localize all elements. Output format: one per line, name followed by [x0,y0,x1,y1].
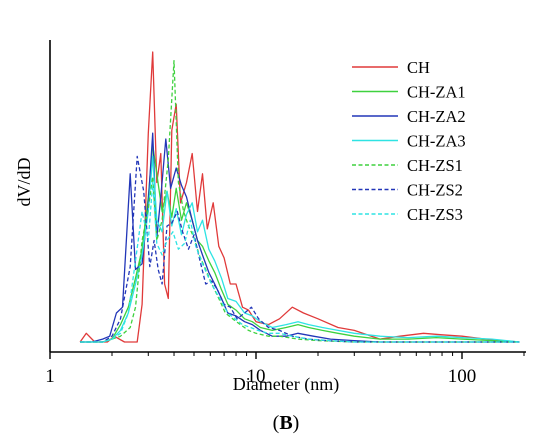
legend-label: CH-ZA1 [407,83,466,102]
x-tick-label: 100 [448,366,477,387]
legend-item-ch-zs3: CH-ZS3 [352,205,463,224]
legend-item-ch-za2: CH-ZA2 [352,107,466,126]
legend-item-ch: CH [352,58,430,77]
legend-label: CH-ZA3 [407,132,466,151]
legend-label: CH-ZS2 [407,181,463,200]
x-ticks [50,352,524,359]
legend: CH CH-ZA1 CH-ZA2 CH-ZA3 CH-ZS1 CH-ZS2 CH-ZS3 [352,58,466,224]
panel-label-letter: B [279,412,292,434]
panel-label-close: ) [293,412,300,434]
legend-label: CH-ZS1 [407,156,463,175]
legend-label: CH-ZA2 [407,107,466,126]
x-axis-label: Diameter (nm) [233,374,339,395]
legend-label: CH [407,58,430,77]
x-tick-label: 1 [45,366,55,387]
legend-item-ch-za3: CH-ZA3 [352,132,466,151]
legend-label: CH-ZS3 [407,205,463,224]
legend-item-ch-za1: CH-ZA1 [352,83,466,102]
legend-item-ch-zs2: CH-ZS2 [352,181,463,200]
y-axis-label: dV/dD [14,158,34,207]
legend-item-ch-zs1: CH-ZS1 [352,156,463,175]
panel-label: (B) [273,412,300,434]
